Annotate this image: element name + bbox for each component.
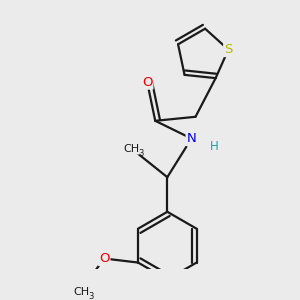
Text: H: H [210, 140, 218, 153]
Text: O: O [142, 76, 152, 89]
Text: O: O [99, 252, 110, 265]
Text: 3: 3 [138, 148, 143, 158]
Text: S: S [224, 43, 232, 56]
Text: 3: 3 [88, 292, 94, 300]
Text: N: N [187, 132, 196, 145]
Text: CH: CH [74, 287, 90, 297]
Text: CH: CH [123, 144, 139, 154]
